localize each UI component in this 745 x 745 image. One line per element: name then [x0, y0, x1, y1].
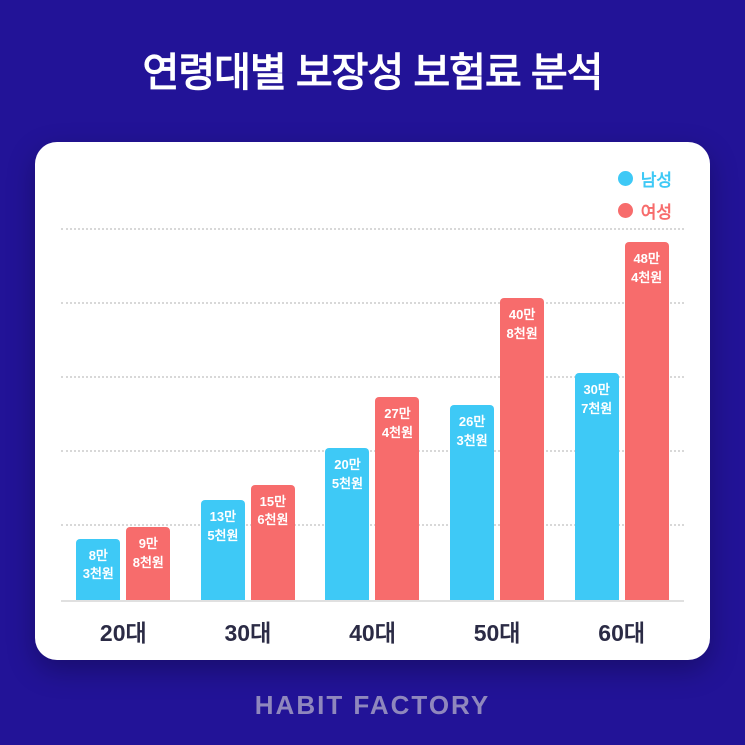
x-axis-label-30대: 30대	[224, 620, 272, 646]
gridline	[61, 302, 684, 304]
bar-value-label: 40만 8천원	[506, 307, 538, 341]
bar-value-label: 15만 6천원	[257, 493, 289, 528]
bar-group-60대: 30만 7천원 48만 4천원	[559, 230, 684, 600]
x-axis-label-40대: 40대	[349, 620, 396, 646]
bar-group-50대: 26만 3천원 40만 8천원	[435, 230, 560, 600]
brand-footer: HABIT FACTORY	[254, 690, 491, 720]
bar-value-label: 30만 7천원	[581, 381, 613, 416]
plot-area: 8만 3천원 9만 8천원 13만 5천원 15만 6천원 20만 5천원 27만 4천원 26만 3천원…	[61, 228, 684, 602]
legend-item-male: 남성	[617, 166, 672, 191]
bar-남성-40대: 20만 5천원	[325, 448, 370, 600]
bar-여성-50대: 40만 8천원	[500, 298, 545, 600]
page-title: 연령대별 보장성 보험료 분석	[142, 51, 604, 95]
bar-value-label: 27만 4천원	[381, 406, 414, 441]
bar-여성-60대: 48만 4천원	[624, 241, 669, 600]
chart-card: 남성 여성 8만 3천원 9만 8천원 13만 5천원 15만 6천원 20만 5천원 27만 4천원…	[35, 142, 710, 660]
male-legend-dot	[617, 171, 633, 186]
bar-group-20대: 8만 3천원 9만 8천원	[61, 230, 186, 600]
x-axis-labels: 20대 30대 40대 50대 60대	[61, 614, 684, 648]
gridline	[61, 524, 684, 526]
x-axis-label-50대: 50대	[473, 620, 521, 646]
legend: 남성 여성	[617, 166, 672, 223]
bar-value-label: 8만 3천원	[82, 547, 114, 582]
bar-value-label: 9만 8천원	[132, 536, 164, 571]
bar-여성-40대: 27만 4천원	[375, 397, 420, 600]
female-legend-label: 여성	[640, 203, 672, 222]
bar-남성-30대: 13만 5천원	[200, 500, 245, 600]
legend-item-female: 여성	[617, 198, 672, 223]
bar-여성-30대: 15만 6천원	[250, 484, 295, 600]
bar-여성-20대: 9만 8천원	[126, 527, 171, 600]
bar-남성-60대: 30만 7천원	[574, 372, 619, 600]
gridline	[61, 376, 684, 378]
gridline	[61, 450, 684, 452]
bar-value-label: 13만 5천원	[207, 509, 239, 543]
x-axis-label-60대: 60대	[598, 620, 646, 646]
gridline	[61, 228, 684, 230]
bar-남성-50대: 26만 3천원	[450, 405, 495, 600]
bar-value-label: 48만 4천원	[631, 250, 663, 285]
x-axis-label-20대: 20대	[99, 620, 147, 646]
bar-group-30대: 13만 5천원 15만 6천원	[186, 230, 311, 600]
bar-남성-20대: 8만 3천원	[76, 538, 121, 600]
female-legend-dot	[617, 203, 633, 218]
bar-group-40대: 20만 5천원 27만 4천원	[310, 230, 435, 600]
bar-value-label: 26만 3천원	[456, 414, 488, 449]
bar-value-label: 20만 5천원	[331, 457, 364, 492]
male-legend-label: 남성	[640, 171, 672, 190]
